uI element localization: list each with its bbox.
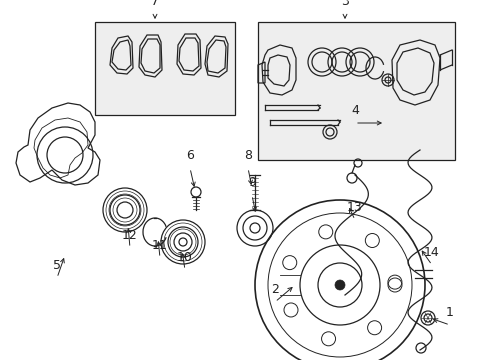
Bar <box>258 22 454 160</box>
Text: 6: 6 <box>185 149 194 162</box>
Text: 7: 7 <box>151 0 159 8</box>
Text: 5: 5 <box>53 259 61 272</box>
Bar <box>95 22 235 115</box>
Circle shape <box>334 280 345 290</box>
Text: 11: 11 <box>152 239 167 252</box>
Text: 14: 14 <box>423 246 439 259</box>
Text: 1: 1 <box>445 306 453 319</box>
Text: 4: 4 <box>350 104 358 117</box>
Text: 12: 12 <box>122 229 138 242</box>
Text: 8: 8 <box>244 149 251 162</box>
Text: 9: 9 <box>247 176 255 189</box>
Text: 13: 13 <box>346 201 362 214</box>
Text: 3: 3 <box>340 0 348 8</box>
Text: 2: 2 <box>270 283 278 296</box>
Text: 10: 10 <box>177 251 193 264</box>
